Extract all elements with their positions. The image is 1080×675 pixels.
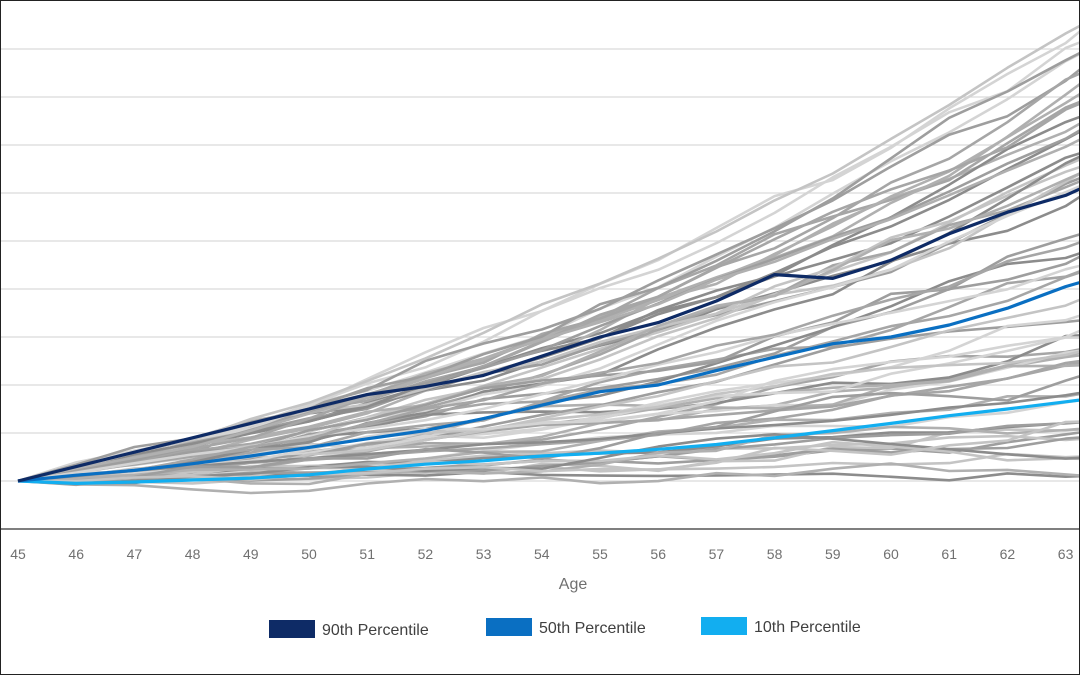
simulation-path: [17, 462, 1079, 495]
x-axis-title: Age: [559, 576, 588, 593]
simulation-path: [17, 264, 1079, 483]
x-tick-label: 50: [301, 546, 317, 562]
x-tick-label: 57: [709, 546, 725, 562]
x-tick-label: 51: [359, 546, 375, 562]
legend-swatch: [701, 617, 747, 635]
legend: 90th Percentile 50th Percentile 10th Perce…: [269, 617, 861, 639]
legend-swatch: [486, 618, 532, 636]
simulation-path: [17, 72, 1079, 483]
legend-label: 50th Percentile: [539, 620, 646, 637]
percentile-lines: [17, 187, 1079, 485]
simulation-path: [17, 271, 1079, 483]
simulation-path: [17, 102, 1079, 483]
x-tick-label: 62: [1000, 546, 1016, 562]
x-tick-label: 52: [418, 546, 434, 562]
x-tick-label: 45: [10, 546, 26, 562]
x-tick-label: 55: [592, 546, 608, 562]
x-tick-labels: 4546474849505152535455565758596061626364: [10, 546, 1074, 562]
simulation-path: [17, 24, 1079, 483]
simulation-path: [18, 420, 1079, 483]
legend-label: 90th Percentile: [322, 622, 429, 639]
simulation-path: [17, 30, 1079, 483]
x-tick-label: 47: [127, 546, 143, 562]
x-tick-label: 53: [476, 546, 492, 562]
simulation-path: [17, 115, 1079, 483]
x-tick-label: 58: [767, 546, 783, 562]
legend-swatch: [269, 620, 315, 638]
simulation-path: [17, 241, 1079, 483]
x-tick-label: 59: [825, 546, 841, 562]
simulation-path: [17, 440, 1079, 483]
x-tick-label: 56: [650, 546, 666, 562]
x-tick-label: 48: [185, 546, 201, 562]
series-line: [17, 281, 1079, 483]
x-tick-label: 54: [534, 546, 550, 562]
legend-label: 10th Percentile: [754, 619, 861, 636]
series-line: [17, 398, 1079, 485]
simulation-path: [17, 392, 1079, 483]
x-tick-label: 46: [68, 546, 84, 562]
simulation-path: [17, 138, 1079, 483]
x-tick-label: 61: [941, 546, 957, 562]
gridlines: [1, 48, 1079, 482]
x-tick-label: 63: [1058, 546, 1074, 562]
simulation-path: [17, 158, 1079, 483]
x-tick-label: 49: [243, 546, 259, 562]
series-line: [17, 187, 1079, 483]
x-tick-label: 60: [883, 546, 899, 562]
simulation-path: [17, 298, 1079, 483]
